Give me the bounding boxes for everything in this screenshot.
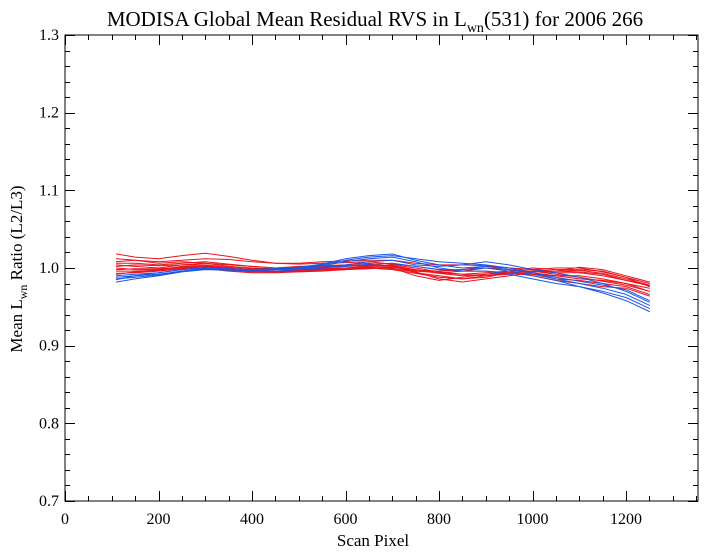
- x-tick-label: 1200: [610, 511, 642, 528]
- y-axis-label: Mean Lwn Ratio (L2/L3): [7, 185, 30, 352]
- y-tick-label: 1.1: [39, 182, 59, 199]
- plot-frame: [64, 34, 699, 502]
- series-line-red-2: [115, 258, 650, 289]
- x-axis-label: Scan Pixel: [337, 531, 410, 550]
- series-line-blue-12: [115, 253, 650, 302]
- y-axis-label-suffix: Ratio (L2/L3): [7, 185, 26, 284]
- x-tick-label: 400: [240, 511, 264, 528]
- y-tick-label: 0.8: [39, 415, 59, 432]
- chart-title-prefix: MODISA Global Mean Residual RVS in L: [107, 7, 467, 31]
- series-line-red-5: [115, 265, 650, 295]
- y-tick-label: 1.0: [39, 260, 59, 277]
- axis-ticks: 0 200 400 600 800 1000 1200 0.7 0.8 0.9 1.0 1.1 1.2 1…: [39, 27, 698, 528]
- series-line-red-9: [115, 261, 650, 286]
- x-tick-label: 800: [427, 511, 451, 528]
- y-tick-label: 0.7: [39, 493, 59, 510]
- series-line-red-10: [115, 265, 650, 288]
- x-tick-label: 0: [61, 511, 69, 528]
- y-tick-label: 1.2: [39, 105, 59, 122]
- series-line-blue-16: [115, 255, 650, 306]
- series-line-blue-13: [115, 256, 650, 309]
- plot-series: [115, 252, 650, 312]
- y-tick-label: 0.9: [39, 338, 59, 355]
- x-tick-label: 1000: [517, 511, 549, 528]
- x-tick-label: 200: [147, 511, 171, 528]
- chart-title: MODISA Global Mean Residual RVS in Lwn(5…: [107, 7, 643, 36]
- series-line-blue-15: [115, 262, 650, 312]
- chart-title-subscript: wn: [467, 21, 484, 36]
- x-tick-label: 600: [334, 511, 358, 528]
- chart-title-suffix: (531) for 2006 266: [484, 7, 643, 31]
- y-tick-label: 1.3: [39, 27, 59, 44]
- y-axis-label-prefix: Mean L: [7, 299, 26, 352]
- y-axis-label-subscript: wn: [16, 285, 30, 300]
